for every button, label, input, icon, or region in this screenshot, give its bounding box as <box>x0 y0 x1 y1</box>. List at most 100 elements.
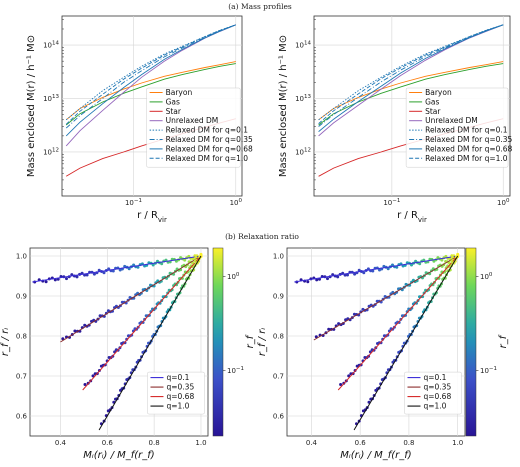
x-axis-label: r / Rvir <box>137 210 167 224</box>
series-line <box>318 63 504 126</box>
scatter-point <box>336 275 340 279</box>
series-line <box>318 24 504 132</box>
x-tick-label: 0.6 <box>355 439 367 447</box>
legend-label: Relaxed DM for q=0.35 <box>166 135 253 144</box>
scatter-point <box>75 275 79 279</box>
colorbar-tick-label: 100 <box>480 272 493 281</box>
scatter-point <box>102 271 106 275</box>
legend-box <box>405 87 509 168</box>
scatter-point <box>337 322 341 326</box>
legend-label: Star <box>425 107 441 116</box>
scatter-point <box>156 259 159 263</box>
scatter-point <box>136 265 140 269</box>
mass-profile-left-panel: 10−1 100 1012 1013 1014 r / Rvir Mass enclosed… <box>26 15 253 224</box>
legend-label: q=0.1 <box>166 373 189 382</box>
scatter-point <box>160 262 164 266</box>
x-tick-label: 0.6 <box>102 439 114 447</box>
scatter-point <box>53 278 57 282</box>
x-axis-label: Mᵢ(rᵢ) / M_f(r_f) <box>83 450 154 461</box>
legend-label: Star <box>166 107 182 116</box>
colorbar-label: r_f <box>245 334 256 348</box>
series-line <box>318 24 504 121</box>
legend-box <box>146 87 241 168</box>
y-tick-label: 0.8 <box>273 333 284 341</box>
scatter-point <box>187 254 191 258</box>
x-tick-label: 0.4 <box>306 439 318 447</box>
legend-box <box>147 371 205 415</box>
scatter-point <box>440 258 444 262</box>
legend-label: Baryon <box>166 88 193 97</box>
legend-label: Relaxed DM for q=0.35 <box>425 135 512 144</box>
y-tick-label: 1012 <box>295 147 311 156</box>
y-axis-label: Mass enclosed M(r) / h⁻¹ M⊙ <box>278 35 289 177</box>
scatter-point <box>83 323 87 327</box>
series-line <box>318 61 504 121</box>
colorbar <box>212 247 224 437</box>
colorbar-tick-label: 10−1 <box>227 366 244 375</box>
scatter-point <box>395 265 399 269</box>
fit-line <box>60 255 202 343</box>
relaxation-ratio-left-panel: 0.4 0.6 0.8 1.0 0.6 0.7 0.8 0.9 1.0 Mᵢ(rᵢ) / M_f(… <box>0 247 256 461</box>
legend-label: q=1.0 <box>423 402 446 411</box>
y-tick-label: 0.6 <box>16 413 28 421</box>
scatter-point <box>346 273 349 277</box>
legend-label: Relaxed DM for q=0.1 <box>166 126 249 135</box>
legend-label: Relaxed DM for q=1.0 <box>425 154 508 163</box>
relaxation-ratio-right-panel: 0.4 0.6 0.8 1.0 0.6 0.7 0.8 0.9 1.0 Mᵢ(rᵢ) / M_f(… <box>257 247 509 461</box>
series-line <box>318 24 504 124</box>
series-line <box>65 63 236 126</box>
scatter-point <box>339 383 343 386</box>
legend-box <box>404 371 462 415</box>
y-tick-label: 0.9 <box>16 293 27 301</box>
y-tick-label: 1013 <box>43 94 59 103</box>
y-tick-label: 0.7 <box>16 373 27 381</box>
x-tick-label: 0.8 <box>403 439 414 447</box>
legend-label: Relaxed DM for q=0.68 <box>166 144 253 153</box>
y-tick-label: 0.7 <box>273 373 284 381</box>
legend-label: Baryon <box>425 88 452 97</box>
scatter-point <box>314 335 318 339</box>
caption-relaxation-ratio: (b) Relaxation ratio <box>225 232 299 241</box>
x-tick-label: 10−1 <box>383 198 400 207</box>
series-line <box>65 24 236 125</box>
colorbar-label: r_f <box>498 334 509 348</box>
fit-line <box>313 255 458 341</box>
y-tick-label: 1.0 <box>273 253 284 261</box>
series-line <box>65 24 236 121</box>
legend-label: Unrelaxed DM <box>166 116 219 125</box>
legend-label: Unrelaxed DM <box>425 116 478 125</box>
colorbar-tick-label: 100 <box>227 272 240 281</box>
scatter-point <box>111 269 115 273</box>
y-tick-label: 0.8 <box>16 333 27 341</box>
fit-line <box>32 255 202 283</box>
scatter-point <box>444 254 448 258</box>
x-tick-label: 1.0 <box>195 439 206 447</box>
y-tick-label: 1014 <box>295 41 311 50</box>
scatter-point <box>362 271 366 275</box>
scatter-point <box>92 272 96 276</box>
legend-label: Gas <box>425 97 439 106</box>
scatter-point <box>91 374 95 378</box>
y-tick-label: 1.0 <box>16 253 27 261</box>
x-axis-label: r / Rvir <box>397 210 427 224</box>
y-tick-label: 1014 <box>43 41 59 50</box>
scatter-point <box>386 267 390 271</box>
scatter-point <box>315 278 319 282</box>
fit-line <box>337 255 459 391</box>
scatter-point <box>353 272 357 276</box>
legend-label: q=0.35 <box>166 383 194 392</box>
scatter-point <box>199 253 203 257</box>
scatter-point <box>132 263 136 267</box>
fit-line <box>82 255 202 391</box>
scatter-point <box>410 263 413 267</box>
scatter-point <box>456 253 460 257</box>
y-axis-label: Mass enclosed M(r) / h⁻¹ M⊙ <box>26 35 37 177</box>
legend-label: Gas <box>166 97 180 106</box>
scatter-point <box>418 262 422 266</box>
scatter-point <box>306 280 310 284</box>
fit-line <box>353 255 459 431</box>
scatter-point <box>352 312 356 316</box>
x-tick-label: 100 <box>230 198 243 207</box>
y-tick-label: 0.6 <box>273 413 285 421</box>
